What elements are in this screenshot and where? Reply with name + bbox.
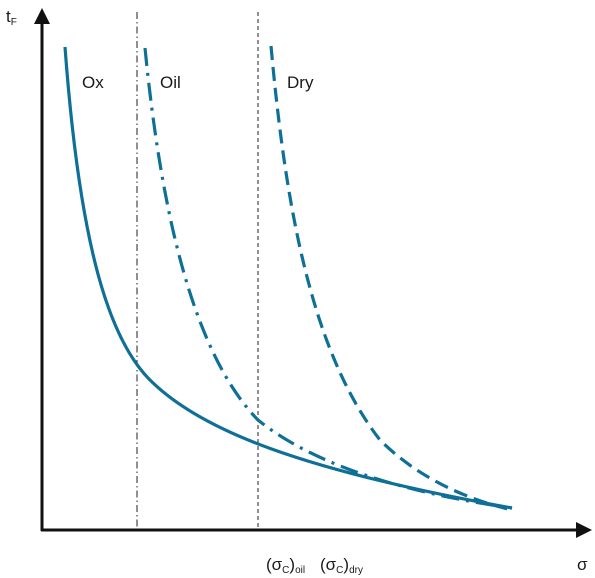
y-axis-label: tF (6, 7, 17, 28)
suffix: oil (295, 565, 305, 576)
threshold-label: (σC)oil (266, 555, 305, 576)
y-axis-arrow (34, 8, 50, 24)
sub: C (336, 565, 343, 576)
y-label-main: t (6, 7, 11, 26)
ox-curve (63, 46, 513, 510)
curve-label: Ox (82, 73, 104, 92)
x-axis-arrow (576, 522, 592, 538)
threshold-label: (σC)dry (320, 555, 363, 576)
curve-label: Dry (287, 73, 314, 92)
close: ) (289, 555, 295, 574)
close: ) (343, 555, 349, 574)
open: (σ (266, 555, 283, 574)
oil-curve (143, 47, 513, 510)
suffix: dry (349, 565, 363, 576)
sub: C (282, 565, 289, 576)
curve-label: Oil (160, 73, 181, 92)
dry-curve (269, 45, 513, 512)
y-label-sub: F (11, 17, 17, 28)
open: (σ (320, 555, 337, 574)
x-axis-label: σ (577, 555, 588, 574)
